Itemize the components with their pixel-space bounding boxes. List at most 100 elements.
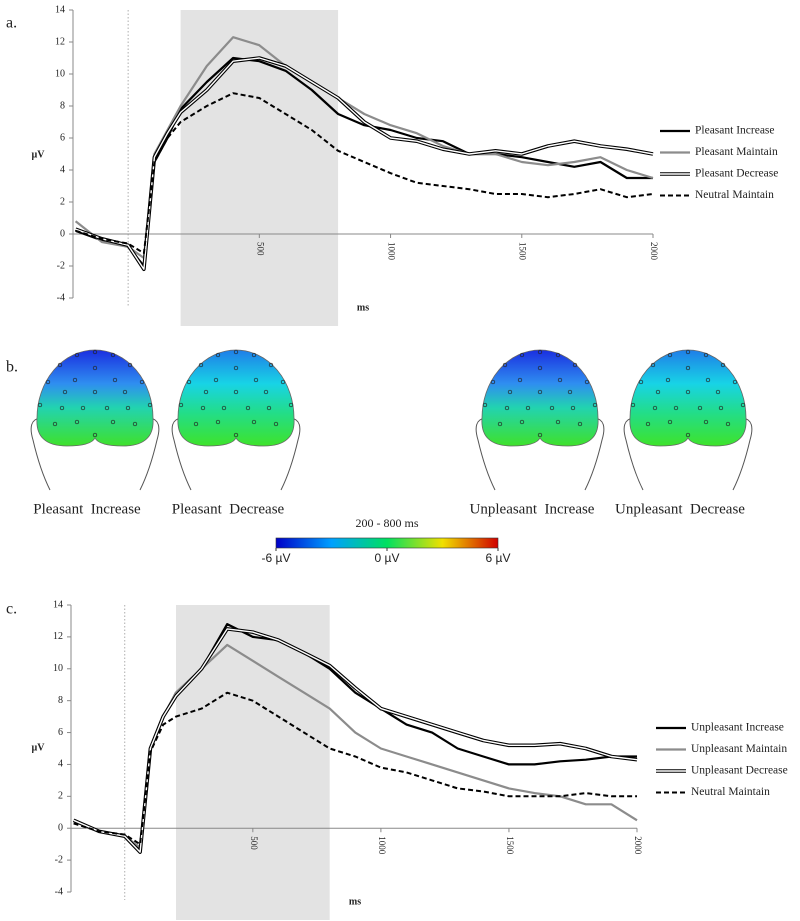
electrode	[715, 389, 721, 395]
y-tick-label: 6	[58, 727, 63, 738]
x-axis-label: ms	[357, 302, 369, 313]
colorbar-tick-label: -6 µV	[262, 551, 291, 565]
electrode	[193, 421, 199, 427]
electrode	[630, 402, 636, 408]
electrode	[502, 362, 508, 368]
colorbar-title: 200 - 800 ms	[356, 516, 419, 530]
electrode	[519, 419, 525, 425]
electrode	[725, 421, 731, 427]
electrode	[549, 405, 555, 411]
electrode	[703, 419, 709, 425]
electrode	[667, 419, 673, 425]
legend-label: Unpleasant Maintain	[691, 743, 787, 755]
electrode	[233, 389, 239, 395]
electrode	[200, 405, 206, 411]
head-outline	[171, 417, 301, 491]
y-tick-label: 4	[60, 164, 65, 175]
electrode	[203, 389, 209, 395]
y-tick-label: 10	[55, 68, 65, 79]
electrode	[570, 405, 576, 411]
electrode	[268, 362, 274, 368]
electrode	[497, 421, 503, 427]
electrode	[104, 405, 110, 411]
electrode	[52, 421, 58, 427]
electrode	[650, 362, 656, 368]
electrode	[638, 379, 644, 385]
electrode	[667, 352, 673, 358]
electrode	[592, 402, 598, 408]
y-tick-label: 14	[53, 599, 63, 610]
electrode	[233, 365, 239, 371]
electrode	[685, 349, 691, 355]
electrode	[740, 402, 746, 408]
y-tick-label: 12	[53, 631, 63, 642]
electrode	[253, 377, 259, 383]
electrode	[245, 405, 251, 411]
electrode	[645, 421, 651, 427]
electrode	[273, 421, 279, 427]
y-tick-label: 4	[58, 759, 63, 770]
legend-label: Neutral Maintain	[695, 189, 774, 201]
electrode	[110, 352, 116, 358]
x-tick-label: 1000	[377, 836, 387, 855]
y-tick-label: 10	[53, 663, 63, 674]
y-tick-label: 14	[55, 4, 65, 15]
electrode	[251, 352, 257, 358]
electrode	[92, 389, 98, 395]
electrode	[147, 402, 153, 408]
y-tick-label: -4	[57, 292, 65, 303]
electrode	[72, 377, 78, 383]
x-tick-label: 1500	[518, 242, 528, 261]
electrode	[122, 389, 128, 395]
electrode	[507, 389, 513, 395]
electrode	[110, 419, 116, 425]
legend-label: Unpleasant Increase	[691, 722, 784, 734]
electrode	[577, 421, 583, 427]
panel-label: c.	[6, 601, 17, 618]
series-line	[73, 691, 637, 846]
electrode	[92, 349, 98, 355]
y-tick-label: 6	[60, 132, 65, 143]
electrode	[198, 362, 204, 368]
electrode	[685, 432, 691, 438]
scalp-map	[629, 349, 747, 447]
electrode	[178, 402, 184, 408]
electrode	[221, 405, 227, 411]
head-outline	[475, 417, 605, 491]
head-outline	[623, 417, 753, 491]
electrode	[59, 405, 65, 411]
electrode	[80, 405, 86, 411]
y-tick-label: -2	[57, 260, 65, 271]
electrode	[685, 389, 691, 395]
electrode	[665, 377, 671, 383]
map-label: Pleasant Increase	[33, 501, 141, 517]
electrode	[215, 352, 221, 358]
electrode	[655, 389, 661, 395]
electrode	[705, 377, 711, 383]
electrode	[215, 419, 221, 425]
electrode	[555, 419, 561, 425]
legend-label: Unpleasant Decrease	[691, 765, 788, 777]
colorbar-tick-label: 6 µV	[486, 551, 511, 565]
electrode	[504, 405, 510, 411]
electrode	[537, 365, 543, 371]
electrode	[567, 389, 573, 395]
electrode	[685, 365, 691, 371]
electrode	[266, 405, 272, 411]
x-tick-label: 1500	[505, 836, 515, 854]
electrode	[525, 405, 531, 411]
series-line	[73, 643, 638, 849]
y-axis-label: µV	[32, 149, 46, 160]
x-axis-label: ms	[349, 896, 361, 907]
electrode	[213, 377, 219, 383]
electrode	[519, 352, 525, 358]
x-tick-label: 2000	[649, 242, 659, 261]
electrode	[652, 405, 658, 411]
y-tick-label: -4	[55, 886, 63, 897]
electrode	[139, 379, 145, 385]
electrode	[482, 402, 488, 408]
electrode	[92, 365, 98, 371]
electrode	[125, 405, 131, 411]
series-line-inner	[73, 628, 638, 853]
electrode	[490, 379, 496, 385]
